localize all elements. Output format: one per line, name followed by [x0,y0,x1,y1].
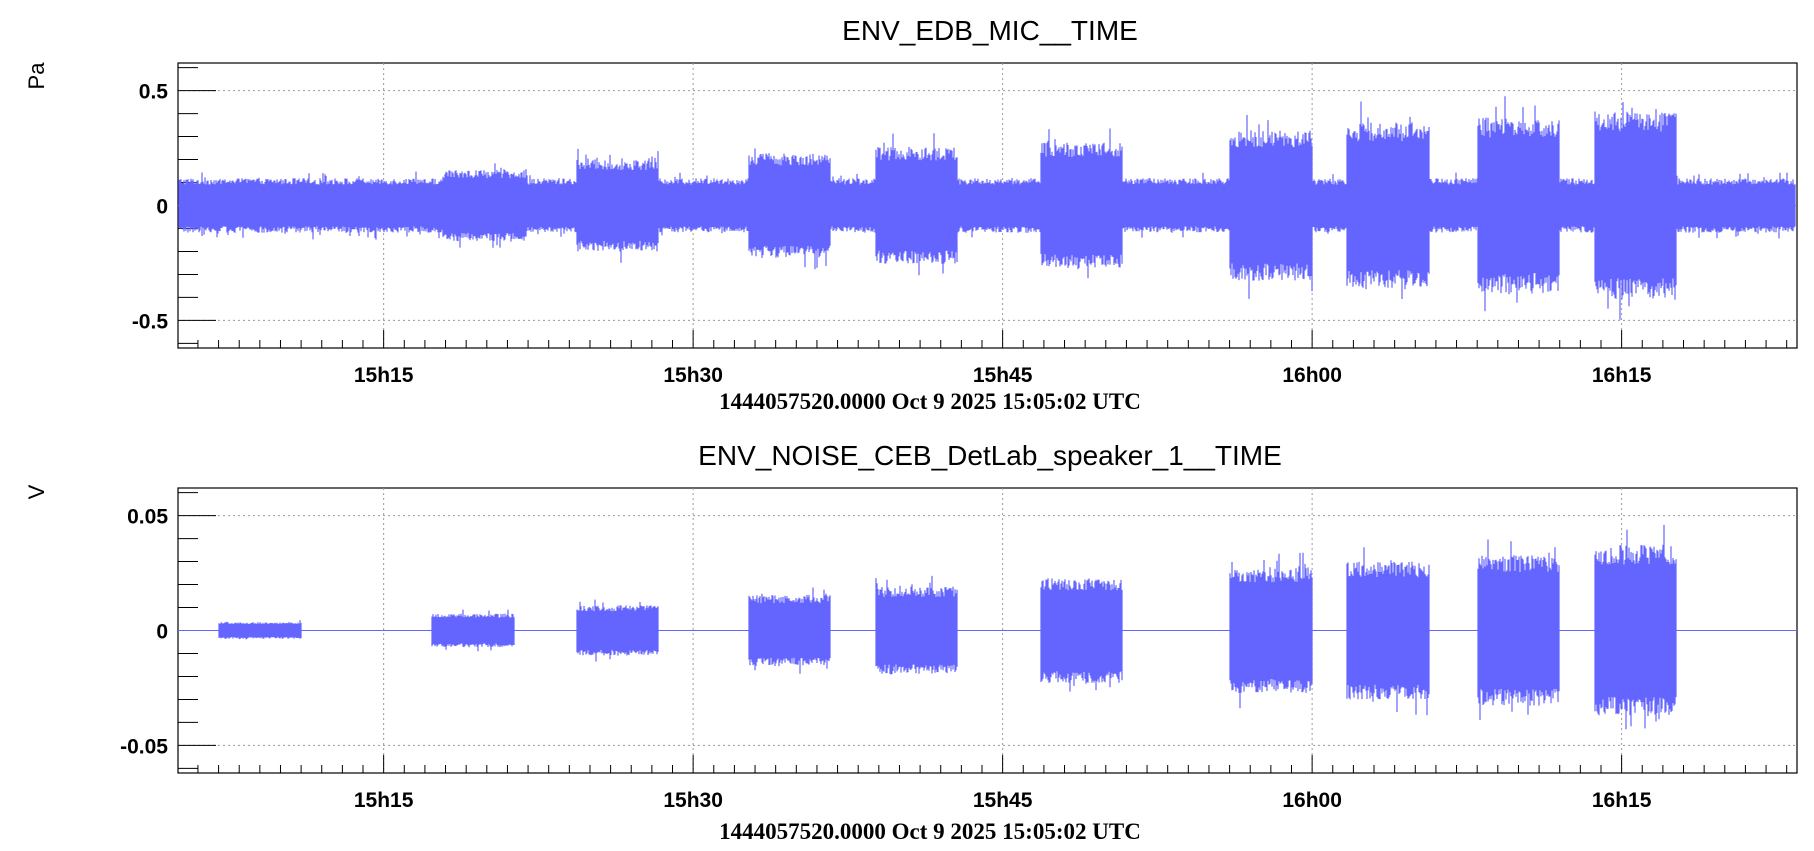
x-tick-label: 15h15 [354,364,414,387]
panel-mic: ENV_EDB_MIC__TIME Pa 15h15 15h30 15h45 16h0… [24,15,1798,414]
y-tick-label: 0.05 [127,506,168,529]
plot-area: 15h15 15h30 15h45 16h00 16h15 0.05 0 -0.05 [120,487,1798,812]
panel-speaker: ENV_NOISE_CEB_DetLab_speaker_1__TIME V 1… [24,440,1798,844]
x-tick-label: 15h15 [354,789,414,812]
x-axis-title: 1444057520.0000 Oct 9 2025 15:05:02 UTC [719,819,1141,844]
y-axis-label: Pa [24,62,49,90]
x-axis-title: 1444057520.0000 Oct 9 2025 15:05:02 UTC [719,389,1141,414]
y-tick-label: 0 [156,196,168,219]
y-axis-label: V [24,484,49,499]
y-tick-label: -0.05 [120,735,168,758]
x-tick-label: 16h00 [1282,789,1342,812]
x-tick-label: 15h45 [973,364,1033,387]
panel-title: ENV_NOISE_CEB_DetLab_speaker_1__TIME [698,440,1282,471]
x-tick-label: 15h45 [973,789,1033,812]
y-tick-label: -0.5 [132,310,169,333]
y-tick-label: 0 [156,621,168,644]
x-tick-label: 16h15 [1592,364,1652,387]
x-tick-label: 15h30 [663,364,723,387]
y-tick-label: 0.5 [139,81,169,104]
x-tick-label: 15h30 [663,789,723,812]
panel-title: ENV_EDB_MIC__TIME [842,15,1138,46]
x-tick-label: 16h15 [1592,789,1652,812]
x-tick-label: 16h00 [1282,364,1342,387]
plot-area: 15h15 15h30 15h45 16h00 16h15 0.5 0 -0.5 [132,62,1798,387]
